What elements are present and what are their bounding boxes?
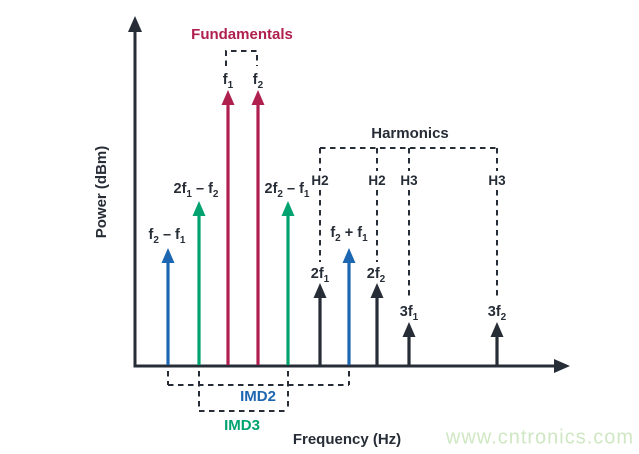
y-axis-arrowhead xyxy=(128,16,142,32)
x-axis-label: Frequency (Hz) xyxy=(293,431,401,448)
tone-arrowhead-2f2 xyxy=(370,283,384,298)
harmonic-tick-label-3: H3 xyxy=(488,173,506,188)
harmonic-tick-label-2: H3 xyxy=(400,173,418,188)
tone-arrowhead-f2 xyxy=(251,90,265,105)
harmonic-tick-label-1: H2 xyxy=(368,173,385,188)
y-axis-label: Power (dBm) xyxy=(93,146,110,239)
tone-arrowhead-f2-f1 xyxy=(161,248,175,263)
imd3-bracket xyxy=(198,371,289,412)
imd3-label: IMD3 xyxy=(224,417,260,434)
tone-label-2f2-f1: 2f2 – f1 xyxy=(265,181,310,200)
imd2-bracket xyxy=(167,371,350,386)
tone-label-f2+f1: f2 + f1 xyxy=(330,225,368,244)
watermark: www.cntronics.com xyxy=(445,426,635,449)
tone-arrowhead-2f1-f2 xyxy=(192,201,206,216)
tone-label-f2-f1: f2 – f1 xyxy=(149,227,186,246)
tone-label-3f1: 3f1 xyxy=(400,304,419,323)
harmonic-tick-label-0: H2 xyxy=(311,173,328,188)
harmonics-label: Harmonics xyxy=(371,125,449,142)
tone-label-3f2: 3f2 xyxy=(488,304,507,323)
x-axis-arrowhead xyxy=(554,359,570,373)
tone-arrowhead-3f2 xyxy=(490,322,504,337)
tone-label-2f2: 2f2 xyxy=(367,266,386,285)
tone-arrowhead-2f2-f1 xyxy=(281,201,295,216)
tone-arrowhead-3f1 xyxy=(402,322,416,337)
tone-label-2f1: 2f1 xyxy=(311,266,330,285)
tone-label-f1: f1 xyxy=(223,72,234,91)
tone-label-2f1-f2: 2f1 – f2 xyxy=(174,181,219,200)
fundamentals-label: Fundamentals xyxy=(191,26,293,43)
tone-label-f2: f2 xyxy=(253,72,264,91)
tone-arrowhead-2f1 xyxy=(313,283,327,298)
imd2-label: IMD2 xyxy=(240,388,276,405)
tone-arrowhead-f1 xyxy=(221,90,235,105)
fundamentals-bracket xyxy=(225,50,258,66)
tone-arrowhead-f2+f1 xyxy=(342,248,356,263)
